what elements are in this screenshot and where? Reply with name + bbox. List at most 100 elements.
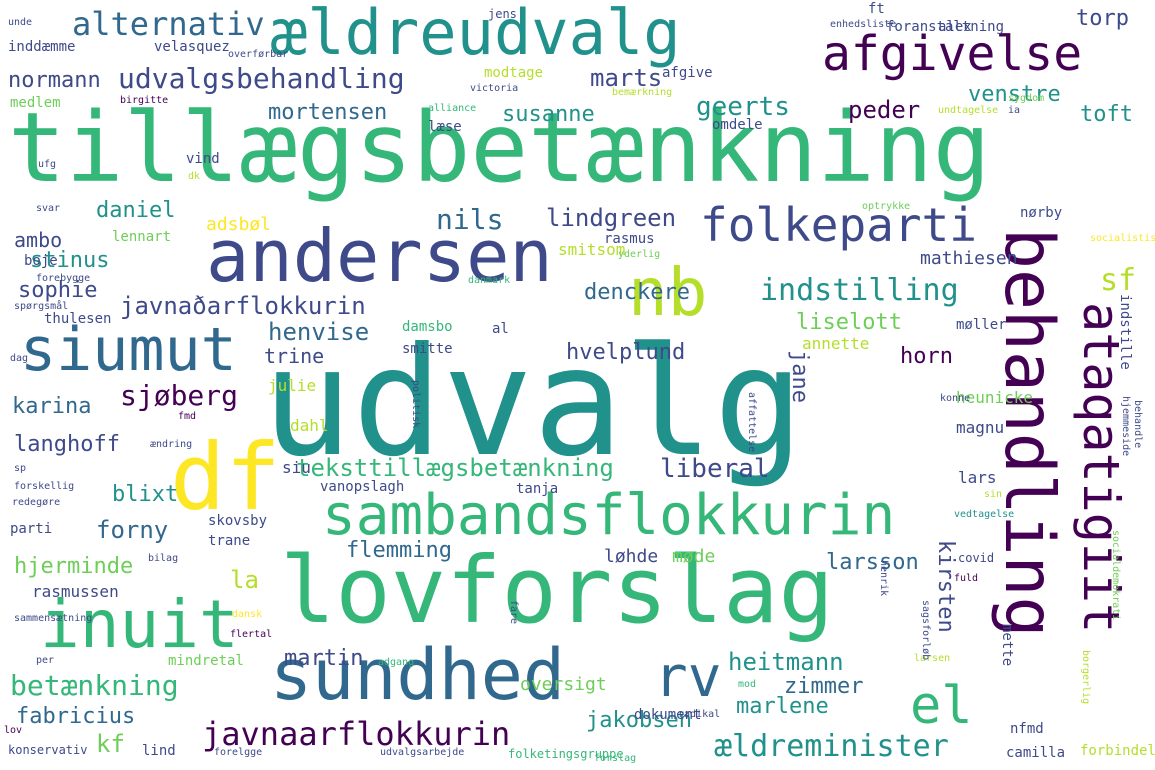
word: toft (1080, 102, 1133, 127)
word: ft (868, 1, 885, 17)
word: mortensen (268, 100, 388, 125)
word: thulesen (44, 311, 112, 327)
word: mindretal (168, 653, 244, 669)
word: møde (672, 546, 716, 567)
word: marts (590, 64, 663, 92)
word: inddæmme (8, 39, 76, 55)
word: lindgreen (546, 204, 677, 232)
word: normann (8, 68, 101, 93)
word: julie (268, 376, 317, 395)
word: læse (428, 119, 462, 135)
word: borgerlig (1080, 650, 1091, 705)
word: vanopslagh (320, 479, 405, 495)
word: sp (14, 463, 27, 474)
word: nørby (1020, 205, 1063, 221)
word: afgivelse (822, 26, 1083, 82)
word: alex (938, 19, 972, 35)
word: mathiesen (920, 248, 1018, 269)
word: ia (1008, 105, 1021, 116)
word: konservativ (8, 743, 88, 757)
word: javnaarflokkurin (202, 715, 511, 753)
word: yderlig (618, 249, 661, 260)
word: enhedsliste (830, 19, 897, 30)
word: dk (188, 171, 201, 182)
word: danmark (468, 275, 511, 286)
word: skovsby (208, 513, 268, 529)
word: geerts (696, 92, 790, 122)
word: politisk (410, 380, 421, 429)
word: trine (264, 344, 325, 368)
word: forskellig (14, 481, 75, 492)
word: hjerminde (14, 554, 134, 579)
word: sjøberg (120, 379, 239, 412)
word: henrik (878, 560, 889, 597)
word: dansk (232, 609, 263, 620)
word: magnu (956, 418, 1005, 437)
word: siu (282, 458, 311, 477)
word: camilla (1006, 745, 1066, 761)
word: susanne (502, 102, 595, 127)
word: fabricius (16, 704, 136, 729)
word: hvelplund (566, 340, 686, 365)
word: undtagelse (938, 105, 999, 116)
word: rasmussen (32, 582, 119, 601)
word: flertal (230, 629, 273, 640)
word: fuld (954, 573, 979, 584)
word: nfmd (1010, 721, 1044, 737)
word: forelgge (214, 747, 263, 758)
word: df (170, 424, 281, 531)
word: modtage (484, 65, 544, 81)
word: ældreudvalg (270, 0, 681, 69)
word: socialdemokrati (1110, 530, 1121, 621)
word: inuit (40, 586, 239, 663)
word: karina (12, 394, 92, 419)
word: victoria (470, 83, 519, 94)
word: ældreminister (714, 729, 949, 764)
word: rv (654, 645, 722, 710)
word: omdele (712, 117, 763, 133)
word: indstilling (760, 273, 959, 308)
word: dag (10, 353, 29, 364)
word: udvalgsbehandling (118, 62, 405, 95)
word: boje (24, 253, 58, 269)
word: annette (802, 334, 870, 353)
word: smitsom (558, 240, 626, 259)
word: jane (787, 350, 812, 403)
word: sammensætning (14, 613, 93, 624)
word: henvise (268, 318, 370, 346)
word: forbindelse (1080, 743, 1155, 759)
word: alternativ (72, 5, 265, 43)
word: peder (848, 96, 921, 124)
word: udvalg (262, 316, 804, 490)
word: lars (958, 468, 997, 487)
word: jens (488, 7, 517, 21)
word: martin (284, 646, 364, 671)
word: stinus (30, 248, 110, 273)
word: møller (956, 317, 1007, 333)
word: al (492, 321, 509, 337)
word: marlene (736, 694, 829, 719)
word: fmd (178, 411, 197, 422)
word: larsen (914, 653, 951, 664)
word: dokument (634, 707, 702, 723)
word: betænkning (10, 669, 179, 702)
word: nils (436, 203, 504, 236)
word: velasquez (154, 39, 230, 55)
word: sin (984, 489, 1003, 500)
word: denckere (584, 280, 690, 305)
word: forebygge (36, 273, 91, 284)
word: svar (36, 203, 61, 214)
word: radikal (678, 709, 721, 720)
word: adgang (378, 657, 415, 668)
word: kf (96, 730, 125, 758)
word: horn (900, 344, 953, 369)
word: folkeparti (700, 198, 977, 252)
word: affattelse (746, 392, 757, 453)
word: daniel (96, 198, 176, 223)
word: lennart (112, 229, 172, 245)
word: sophie (18, 278, 98, 303)
word: bilag (148, 553, 179, 564)
word: sf (1100, 263, 1137, 298)
word: vind (186, 151, 220, 167)
